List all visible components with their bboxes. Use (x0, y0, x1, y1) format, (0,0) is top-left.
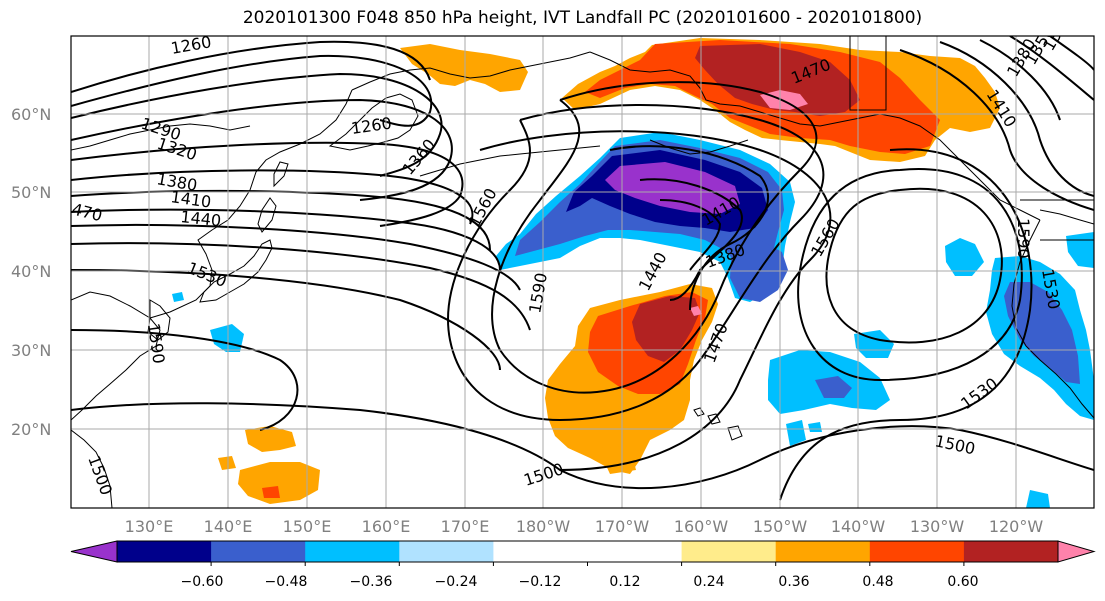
colorbar-tick-label: −0.48 (265, 574, 308, 590)
colorbar-tick-label: 0.60 (947, 574, 978, 590)
colorbar-segment (399, 541, 494, 562)
colorbar-segment (117, 541, 212, 562)
colorbar-segment (305, 541, 400, 562)
colorbar-segment (963, 541, 1059, 562)
lon-label: 130°E (125, 517, 174, 536)
map-frame (70, 35, 1095, 509)
lat-label: 60°N (11, 105, 51, 124)
colorbar-extend-min (70, 540, 118, 563)
lon-label: 120°W (989, 517, 1044, 536)
lon-label: 140°E (204, 517, 253, 536)
colorbar: −0.60 −0.48 −0.36 −0.24 −0.12 0.12 0.24 … (70, 540, 1096, 590)
colorbar-tick-label: 0.24 (693, 574, 724, 590)
map-area: 1260 1290 1320 1380 1410 1440 470 1260 1… (71, 32, 1094, 508)
lon-label: 170°E (441, 517, 490, 536)
lat-label: 30°N (11, 341, 51, 360)
contour-label: 1260 (169, 32, 212, 58)
map-title: 2020101300 F048 850 hPa height, IVT Land… (242, 8, 923, 28)
colorbar-tick-label: −0.60 (181, 574, 224, 590)
lat-label: 40°N (11, 262, 51, 281)
gridlines (71, 36, 1094, 508)
lon-label: 160°E (362, 517, 411, 536)
lon-label: 140°W (831, 517, 886, 536)
colorbar-tick-label: −0.12 (519, 574, 562, 590)
colorbar-segment (493, 541, 588, 562)
colorbar-segment (211, 541, 306, 562)
colorbar-tick-label: 0.48 (862, 574, 893, 590)
lon-label: 130°W (910, 517, 965, 536)
colorbar-tick-label: −0.36 (350, 574, 393, 590)
longitude-labels: 130°E 140°E 150°E 160°E 170°E 180°W 170°… (125, 517, 1044, 536)
contour-label: 1440 (180, 207, 222, 230)
colorbar-tick-label: 0.12 (609, 574, 640, 590)
contour-label: 1590 (1014, 218, 1033, 259)
lon-label: 180°W (516, 517, 571, 536)
ivt-shading (172, 38, 1094, 508)
lon-label: 150°W (753, 517, 808, 536)
colorbar-tick-label: −0.24 (435, 574, 478, 590)
colorbar-segment (775, 541, 871, 562)
colorbar-ticks: −0.60 −0.48 −0.36 −0.24 −0.12 0.12 0.24 … (181, 562, 979, 590)
colorbar-segment (587, 541, 683, 562)
lat-label: 50°N (11, 183, 51, 202)
colorbar-segment (681, 541, 777, 562)
lon-label: 150°E (283, 517, 332, 536)
lat-label: 20°N (11, 420, 51, 439)
colorbar-segment (869, 541, 965, 562)
colorbar-boxes (70, 540, 1096, 563)
height-contours (71, 36, 1094, 501)
colorbar-extend-max (1057, 540, 1096, 563)
lon-label: 170°W (595, 517, 650, 536)
latitude-labels: 60°N 50°N 40°N 30°N 20°N (11, 105, 51, 439)
colorbar-tick-label: 0.36 (778, 574, 809, 590)
lon-label: 160°W (674, 517, 729, 536)
